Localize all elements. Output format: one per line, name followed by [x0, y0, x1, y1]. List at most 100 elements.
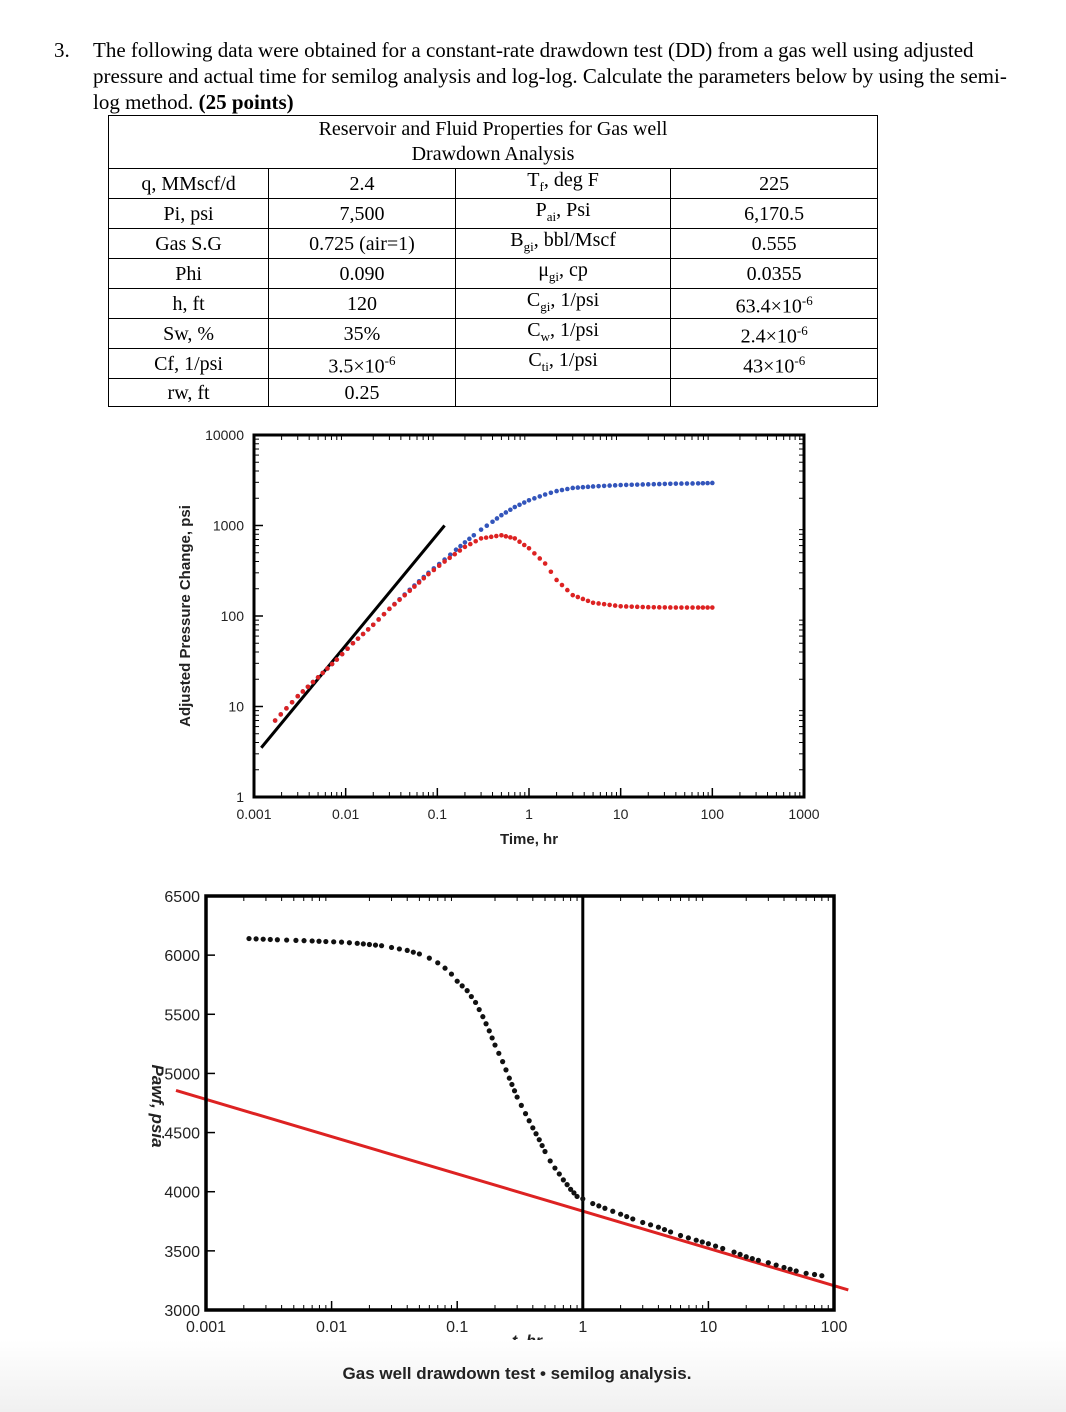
data-point: [602, 1205, 608, 1211]
x-tick-label: 0.1: [428, 806, 448, 822]
data-point: [574, 1193, 580, 1200]
series-red-point: [325, 666, 330, 671]
y-tick-label: 5500: [164, 1007, 200, 1024]
table-cell-v1: 35%: [268, 318, 456, 349]
series-red-point: [442, 559, 447, 564]
x-tick-label: 10: [700, 1319, 718, 1336]
series-blue-point: [532, 496, 537, 501]
series-red-point: [596, 601, 601, 606]
series-red-point: [537, 556, 543, 561]
series-red-point: [360, 631, 366, 637]
series-blue-point: [590, 484, 596, 489]
table-body: q, MMscf/d 2.4 Tf, deg F 225 Pi, psi 7,500 Pai…: [107, 168, 878, 407]
figure-caption: Gas well drawdown test • semilog analysi…: [342, 1364, 692, 1383]
y-tick-label: 100: [221, 608, 245, 624]
series-blue-point: [537, 494, 543, 499]
y-tick-label: 4500: [164, 1126, 200, 1143]
series-blue-point: [695, 481, 701, 486]
data-point: [526, 1118, 532, 1124]
table-cell-v2: 43×10-6: [670, 348, 878, 379]
series-red-point: [421, 576, 427, 581]
series-blue-point: [542, 492, 548, 497]
table-caption-row: Reservoir and Fluid Properties for Gas w…: [108, 115, 878, 169]
data-point: [803, 1270, 809, 1276]
series-red-point: [452, 551, 458, 557]
data-point: [596, 1203, 602, 1209]
table-cell-v2: [670, 378, 878, 407]
data-point: [323, 938, 329, 945]
data-point: [811, 1271, 818, 1278]
series-red-point: [397, 597, 402, 603]
series-blue-point: [690, 481, 695, 486]
series-red-point: [585, 598, 591, 604]
data-point: [765, 1260, 771, 1266]
series-red-point: [339, 651, 345, 657]
table-cell-v2: 0.0355: [670, 258, 878, 289]
series-red-point: [684, 605, 690, 610]
data-point: [410, 949, 416, 955]
table-row: rw, ft 0.25: [107, 378, 878, 407]
x-tick-label: 1: [525, 806, 533, 822]
series-blue-point: [521, 500, 527, 505]
data-point: [610, 1208, 616, 1214]
series-red-point: [315, 675, 321, 680]
series-blue-point: [634, 482, 640, 487]
data-point: [246, 935, 252, 942]
series-blue-point: [503, 510, 509, 515]
data-point: [640, 1219, 646, 1226]
series-red-point: [370, 622, 376, 628]
series-blue-point: [645, 482, 651, 487]
data-point: [360, 941, 366, 947]
data-point: [720, 1245, 726, 1252]
series-blue-point: [526, 497, 532, 503]
series-red-point: [640, 604, 646, 610]
data-point: [819, 1273, 825, 1279]
table-cell-v1: 7,500: [268, 198, 456, 229]
data-point: [366, 941, 373, 948]
series-red-point: [570, 592, 576, 598]
x-tick-label: 1: [578, 1319, 587, 1336]
data-point: [448, 971, 455, 977]
x-tick-label: 100: [701, 806, 725, 822]
series-blue-point: [673, 481, 679, 486]
problem-text-block: The following data were obtained for a c…: [93, 37, 1023, 115]
series-blue-point: [662, 481, 668, 487]
series-red-point: [679, 605, 684, 610]
series-red-point: [559, 582, 565, 588]
data-point: [253, 936, 259, 942]
data-point: [564, 1182, 570, 1188]
series-blue-point: [580, 484, 586, 490]
table-cell-l2: Cw, 1/psi: [454, 318, 672, 349]
series-blue-point: [565, 486, 570, 492]
series-blue-point: [508, 507, 513, 513]
series-red-point: [700, 605, 706, 610]
data-point: [468, 993, 474, 1000]
data-point: [372, 942, 379, 948]
data-point: [705, 1241, 712, 1247]
series-red-point: [392, 602, 397, 607]
data-point: [476, 1006, 482, 1013]
series-blue-point: [668, 481, 673, 487]
data-point: [773, 1262, 779, 1268]
table-row: Sw, % 35% Cw, 1/psi 2.4×10-6: [107, 318, 878, 349]
series-red-point: [431, 567, 437, 573]
series-red-point: [662, 605, 668, 610]
series-red-point: [517, 539, 522, 545]
data-point: [542, 1148, 548, 1155]
data-point: [514, 1094, 520, 1100]
data-point: [571, 1190, 577, 1196]
y-axis-label: Pawf, psia: [148, 1064, 167, 1147]
data-point: [539, 1142, 545, 1149]
series-blue-point: [453, 547, 459, 553]
series-red-point: [695, 605, 701, 610]
data-point: [560, 1177, 566, 1183]
series-red-point: [387, 606, 392, 612]
series-red-point: [407, 588, 413, 594]
series-blue-point: [710, 480, 715, 486]
data-point: [677, 1232, 684, 1239]
problem-text: The following data were obtained for a c…: [93, 38, 1007, 114]
table-caption-line2: Drawdown Analysis: [411, 143, 575, 165]
series-blue-point: [700, 480, 706, 486]
data-point: [685, 1235, 691, 1241]
series-red-point: [289, 699, 295, 705]
